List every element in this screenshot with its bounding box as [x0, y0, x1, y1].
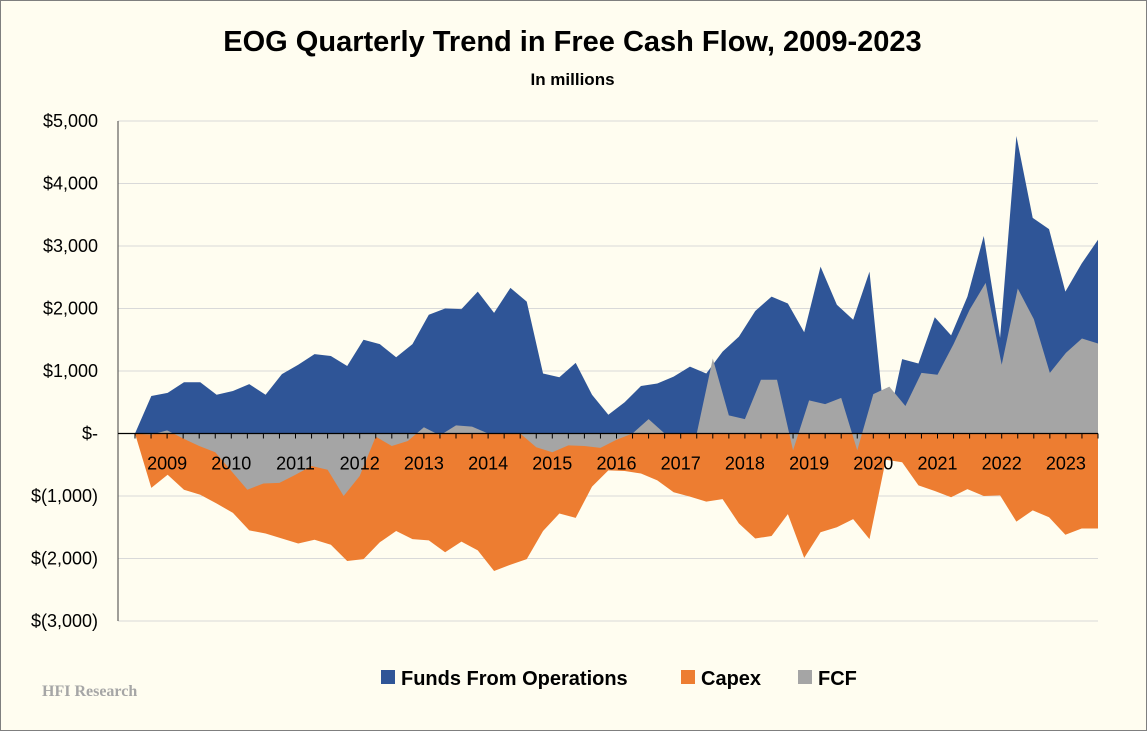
x-tick-label: 2017 — [661, 454, 701, 474]
x-tick-label: 2016 — [596, 454, 636, 474]
x-tick-label: 2014 — [468, 454, 508, 474]
x-tick-label: 2013 — [404, 454, 444, 474]
x-tick-label: 2011 — [276, 454, 315, 474]
area-capex — [135, 433, 1098, 571]
y-tick-label: $- — [82, 424, 98, 444]
watermark: HFI Research — [42, 683, 138, 700]
legend-label: Capex — [701, 668, 761, 690]
legend-swatch — [381, 670, 395, 684]
chart-title: EOG Quarterly Trend in Free Cash Flow, 2… — [223, 26, 922, 58]
axes — [117, 121, 1099, 621]
y-tick-label: $1,000 — [43, 361, 98, 381]
area-fcf — [135, 282, 1098, 496]
y-tick-labels: $5,000 $4,000 $3,000 $2,000 $1,000 $- $(1,000)… — [31, 111, 98, 631]
y-tick-label: $5,000 — [43, 111, 98, 131]
y-tick-label: $3,000 — [43, 236, 98, 256]
x-tick-label: 2020 — [853, 454, 893, 474]
x-tick-label: 2019 — [789, 454, 829, 474]
area-funds-from-operations — [135, 136, 1098, 434]
x-tick-label: 2023 — [1046, 454, 1086, 474]
y-tick-label: $(1,000) — [31, 486, 98, 506]
legend: Funds From Operations Capex FCF — [381, 668, 857, 690]
y-tick-label: $(2,000) — [31, 549, 98, 569]
series-areas — [135, 136, 1098, 571]
legend-label: Funds From Operations — [401, 668, 628, 690]
legend-label: FCF — [818, 668, 857, 690]
x-tick-label: 2012 — [340, 454, 380, 474]
y-tick-label: $4,000 — [43, 174, 98, 194]
x-tick-labels: 2009 2010 2011 2012 2013 2014 2015 2016 2017 2018… — [147, 454, 1086, 474]
x-tick-label: 2009 — [147, 454, 187, 474]
legend-swatch — [681, 670, 695, 684]
y-tick-label: $(3,000) — [31, 611, 98, 631]
legend-swatch — [798, 670, 812, 684]
x-tick-label: 2021 — [917, 454, 957, 474]
x-tick-label: 2010 — [211, 454, 251, 474]
chart-subtitle: In millions — [530, 70, 615, 89]
y-tick-label: $2,000 — [43, 299, 98, 319]
x-tick-label: 2018 — [725, 454, 765, 474]
x-tick-label: 2022 — [982, 454, 1022, 474]
x-tick-label: 2015 — [532, 454, 572, 474]
